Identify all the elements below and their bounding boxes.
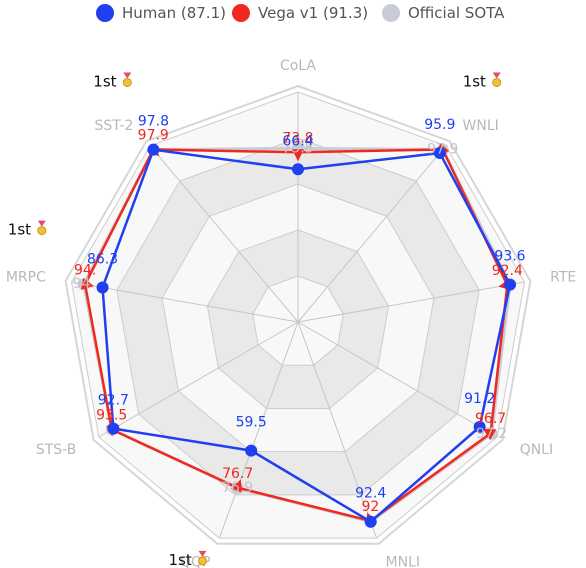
axis-label-mnli: MNLI: [386, 555, 420, 568]
rank-badge-wnli: 1st: [463, 72, 502, 90]
series-marker-human-qqp[interactable]: [245, 444, 258, 457]
axis-label-qnli: QNLI: [520, 442, 553, 458]
value-label-official-sota-wnli: 97.9: [427, 142, 458, 158]
value-label-official-sota-mrpc: 94.: [73, 276, 95, 292]
rank-badge-text-wnli: 1st: [463, 72, 486, 90]
axis-spoke-mnli: [297, 321, 378, 539]
value-label-human-sst-2: 97.8: [138, 114, 169, 130]
series-marker-human-qnli[interactable]: [473, 420, 486, 433]
legend-item-human[interactable]: Human (87.1): [96, 4, 226, 22]
value-label-human-mrpc: 86.3: [87, 252, 118, 268]
legend-label-vega: Vega v1 (91.3): [258, 4, 369, 22]
legend-item-official-sota[interactable]: Official SOTA: [382, 4, 504, 22]
axis-label-wnli: WNLI: [463, 118, 499, 134]
series-marker-human-wnli[interactable]: [433, 147, 446, 160]
axis-spoke-qqp: [218, 321, 299, 539]
series-marker-vega-v1-qnli[interactable]: [482, 428, 497, 440]
rank-badge-mrpc: 1st: [8, 220, 47, 239]
legend-marker-official-sota: [382, 4, 400, 22]
value-label-vega-v1-mnli: 92: [361, 499, 379, 515]
value-label-vega-v1-qnli: 96.7: [475, 411, 506, 427]
value-label-human-mnli: 92.4: [355, 486, 386, 502]
rank-badge-text-mrpc: 1st: [8, 221, 31, 239]
rank-badge-text-sst-2: 1st: [93, 72, 116, 90]
rank-badge-text-qqp: 1st: [168, 551, 191, 568]
axis-label-cola: CoLA: [280, 58, 316, 74]
axis-spoke-mrpc: [71, 281, 299, 323]
value-label-official-sota-qnli: 97.2: [476, 426, 507, 442]
legend-marker-human: [96, 4, 114, 22]
series-marker-vega-v1-qqp[interactable]: [231, 479, 243, 493]
value-label-human-cola: 66.4: [282, 133, 313, 149]
radar-labels: 75.5 97.9 97.2 76.9 94. 73.8 92.4 96.7 92 76.7 93.…: [73, 114, 526, 515]
medal-icon: [122, 72, 132, 87]
value-label-human-sts-b: 92.7: [98, 393, 129, 409]
series-line-human: [101, 148, 512, 523]
axis-label-mrpc: MRPC: [6, 270, 46, 286]
value-label-vega-v1-cola: 73.8: [282, 130, 313, 146]
value-label-vega-v1-sst-2: 97.9: [138, 128, 169, 144]
value-label-human-rte: 93.6: [494, 249, 525, 265]
series-marker-vega-v1-mrpc[interactable]: [81, 278, 94, 290]
axis-spoke-sts-b: [98, 321, 299, 438]
axis-spoke-qnli: [297, 321, 498, 438]
value-label-vega-v1-qqp: 76.7: [222, 466, 253, 482]
legend-marker-vega: [232, 4, 250, 22]
value-label-human-qnli: 91.2: [464, 391, 495, 407]
rank-badge-sst-2: 1st: [93, 72, 132, 90]
value-label-official-sota-qqp: 76.9: [222, 480, 253, 496]
series-marker-human-rte[interactable]: [504, 278, 517, 291]
series-marker-vega-v1-cola[interactable]: [292, 149, 304, 162]
medal-icon: [37, 220, 47, 236]
grid-outer-ring: [64, 84, 532, 545]
medal-icon: [492, 72, 502, 87]
axis-label-sts-b: STS-B: [36, 442, 76, 458]
axis-spoke-rte: [297, 281, 525, 323]
legend: Human (87.1) Vega v1 (91.3) Official SOT…: [0, 0, 586, 32]
medal-icon: [197, 550, 207, 566]
axis-spoke-wnli: [297, 145, 447, 323]
radar-series: [77, 142, 517, 528]
series-marker-human-cola[interactable]: [292, 163, 304, 176]
legend-label-official-sota: Official SOTA: [408, 4, 505, 22]
series-marker-human-sts-b[interactable]: [107, 422, 120, 435]
axis-spoke-sst-2: [149, 145, 299, 323]
value-label-vega-v1-rte: 92.4: [492, 263, 523, 279]
legend-item-vega[interactable]: Vega v1 (91.3): [232, 4, 368, 22]
series-marker-human-sst-2[interactable]: [147, 143, 160, 156]
series-marker-human-mnli[interactable]: [364, 515, 377, 528]
legend-label-human: Human (87.1): [122, 4, 226, 22]
value-label-vega-v1-mrpc: 94.: [74, 262, 96, 278]
series-marker-human-mrpc[interactable]: [96, 281, 109, 294]
value-label-official-sota-cola: 75.5: [282, 140, 313, 156]
value-label-human-qqp: 59.5: [236, 415, 267, 431]
rank-badges: 1st 1st 1st 1st: [8, 72, 502, 568]
value-label-vega-v1-sts-b: 93.5: [96, 408, 127, 424]
rank-badge-qqp: 1st: [168, 550, 207, 568]
axis-label-rte: RTE: [550, 270, 576, 286]
axis-label-sst-2: SST-2: [94, 118, 133, 134]
value-label-human-wnli: 95.9: [424, 117, 455, 133]
